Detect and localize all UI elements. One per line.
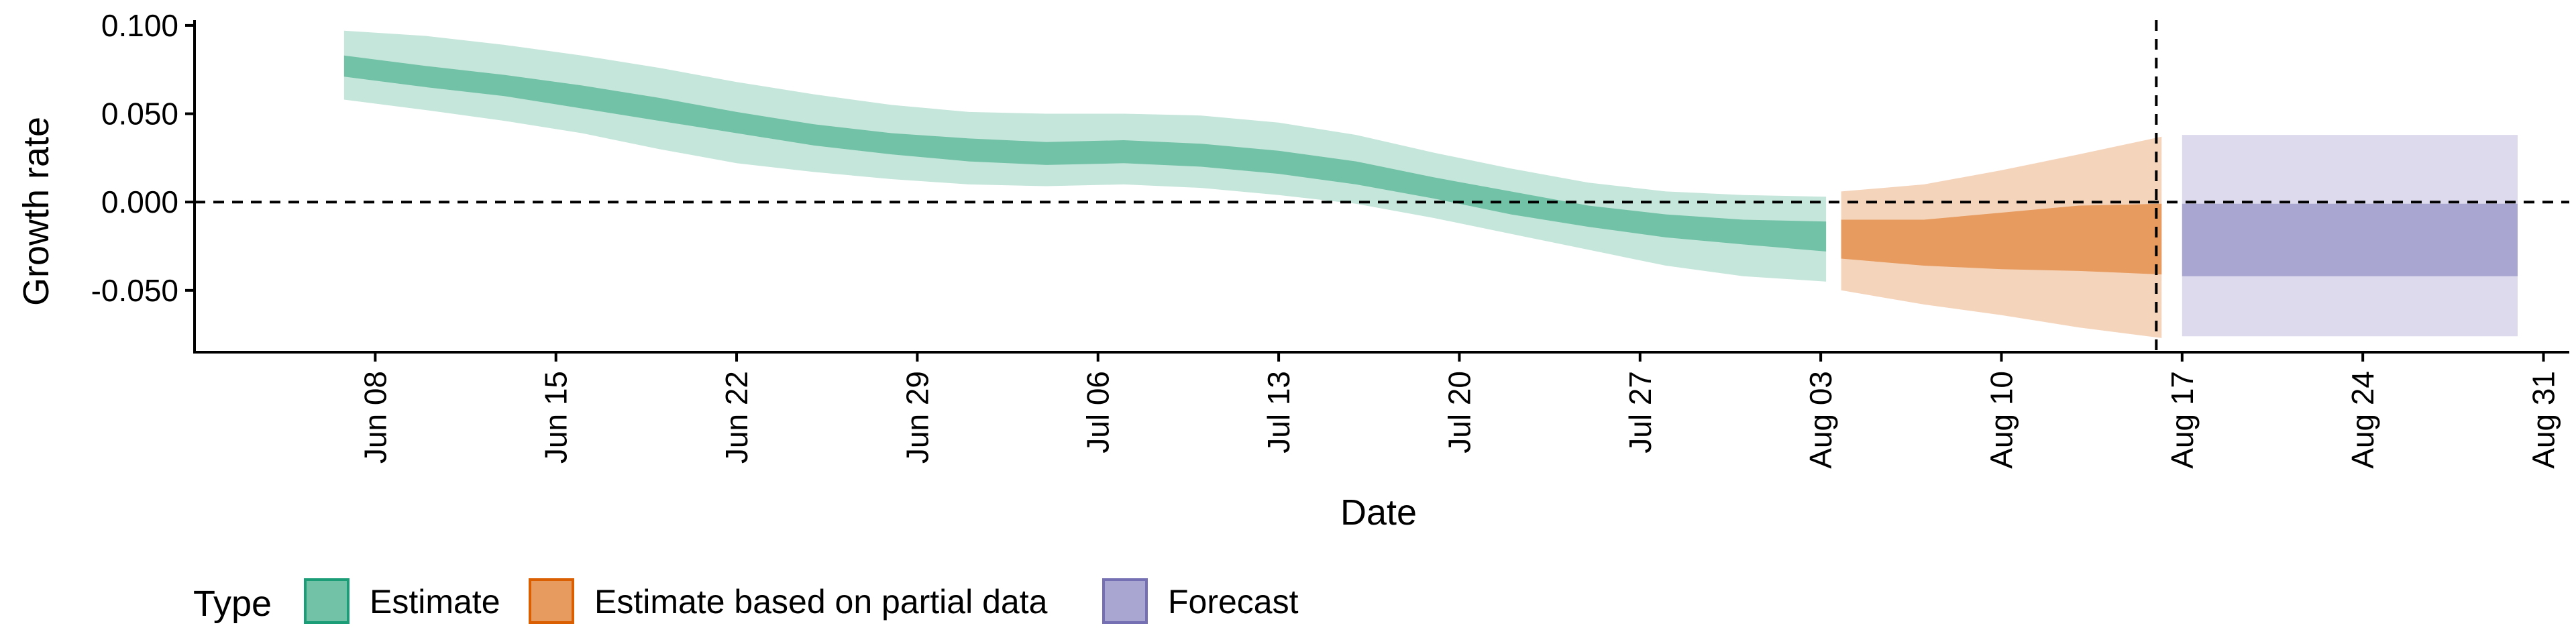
legend-title: Type: [193, 584, 272, 624]
x-tick-label: Jun 15: [539, 371, 574, 464]
y-tick-label: -0.050: [91, 273, 178, 308]
x-tick-label: Aug 10: [1984, 371, 2019, 469]
x-axis-title: Date: [1340, 492, 1417, 533]
legend-swatch-estimate-based-on-partial-data: [529, 578, 574, 624]
forecast-inner-band: [2182, 203, 2518, 276]
legend-label-forecast: Forecast: [1168, 583, 1299, 621]
legend-label-estimate-based-on-partial-data: Estimate based on partial data: [594, 583, 1048, 621]
x-tick-label: Jun 08: [358, 371, 392, 464]
x-tick-label: Jun 22: [719, 371, 754, 464]
x-tick-label: Jun 29: [900, 371, 934, 464]
legend-swatch-estimate: [304, 578, 350, 624]
estimate-inner-band: [343, 55, 1827, 252]
bands-layer: [343, 30, 2518, 338]
x-tick-label: Aug 03: [1803, 371, 1838, 469]
x-tick-label: Jul 06: [1081, 371, 1116, 453]
legend: Type Estimate Estimate based on partial d…: [193, 578, 1299, 624]
y-axis-title: Growth rate: [16, 117, 56, 306]
legend-swatch-forecast: [1102, 578, 1148, 624]
y-tick-label: 0.100: [101, 8, 178, 43]
x-tick-label: Aug 31: [2526, 371, 2561, 469]
x-tick-label: Aug 24: [2345, 371, 2380, 469]
reference-lines-layer: [195, 20, 2569, 352]
x-tick-label: Jul 13: [1261, 371, 1296, 453]
x-tick-label: Jul 27: [1623, 371, 1658, 453]
y-tick-label: 0.000: [101, 184, 178, 219]
x-tick-label: Jul 20: [1442, 371, 1477, 453]
estimate-based-on-partial-data-inner-band: [1841, 203, 2162, 275]
y-tick-label: 0.050: [101, 97, 178, 131]
legend-label-estimate: Estimate: [370, 583, 500, 621]
axes-layer: 0.100 0.050 0.000 -0.050 Jun 08 Jun 15 Jun 22 J…: [91, 8, 2569, 469]
x-tick-label: Aug 17: [2165, 371, 2200, 469]
